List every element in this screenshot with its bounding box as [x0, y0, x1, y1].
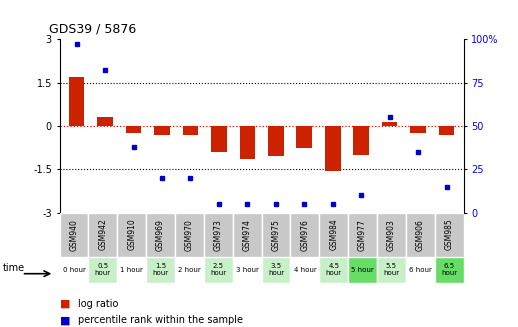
- Text: 6.5
hour: 6.5 hour: [441, 263, 457, 276]
- Text: ■: ■: [60, 299, 70, 309]
- Text: GSM973: GSM973: [214, 219, 223, 250]
- Text: 3 hour: 3 hour: [236, 267, 258, 273]
- Text: time: time: [3, 263, 25, 273]
- Bar: [353, 126, 369, 155]
- Text: 1.5
hour: 1.5 hour: [152, 263, 169, 276]
- Bar: [175, 257, 204, 283]
- Bar: [439, 126, 454, 135]
- Bar: [291, 257, 319, 283]
- Bar: [146, 257, 175, 283]
- Bar: [69, 77, 84, 126]
- Bar: [204, 213, 233, 257]
- Bar: [97, 117, 113, 126]
- Text: GSM975: GSM975: [271, 219, 281, 250]
- Text: 3.5
hour: 3.5 hour: [268, 263, 284, 276]
- Text: 5 hour: 5 hour: [351, 267, 374, 273]
- Bar: [406, 213, 435, 257]
- Bar: [117, 257, 146, 283]
- Bar: [382, 122, 397, 126]
- Text: 0 hour: 0 hour: [63, 267, 85, 273]
- Text: 1 hour: 1 hour: [120, 267, 143, 273]
- Bar: [146, 213, 175, 257]
- Text: 2.5
hour: 2.5 hour: [210, 263, 226, 276]
- Text: 6 hour: 6 hour: [409, 267, 432, 273]
- Text: GSM906: GSM906: [416, 219, 425, 250]
- Bar: [117, 213, 146, 257]
- Text: 4 hour: 4 hour: [294, 267, 316, 273]
- Bar: [319, 213, 348, 257]
- Text: 4.5
hour: 4.5 hour: [326, 263, 342, 276]
- Bar: [89, 257, 117, 283]
- Text: GSM903: GSM903: [387, 219, 396, 250]
- Bar: [435, 257, 464, 283]
- Bar: [211, 126, 227, 152]
- Text: GSM969: GSM969: [156, 219, 165, 250]
- Text: GSM985: GSM985: [444, 219, 454, 250]
- Text: GSM942: GSM942: [98, 219, 107, 250]
- Bar: [348, 213, 377, 257]
- Bar: [126, 126, 141, 133]
- Bar: [325, 126, 340, 171]
- Bar: [291, 213, 319, 257]
- Bar: [183, 126, 198, 135]
- Bar: [204, 257, 233, 283]
- Text: GSM976: GSM976: [300, 219, 309, 250]
- Bar: [435, 213, 464, 257]
- Bar: [89, 213, 117, 257]
- Text: percentile rank within the sample: percentile rank within the sample: [78, 316, 243, 325]
- Text: ■: ■: [60, 316, 70, 325]
- Bar: [319, 257, 348, 283]
- Text: 0.5
hour: 0.5 hour: [95, 263, 111, 276]
- Bar: [233, 257, 262, 283]
- Text: GSM940: GSM940: [69, 219, 79, 250]
- Text: log ratio: log ratio: [78, 299, 118, 309]
- Bar: [60, 257, 89, 283]
- Bar: [154, 126, 170, 135]
- Bar: [348, 257, 377, 283]
- Text: 2 hour: 2 hour: [178, 267, 201, 273]
- Text: GSM977: GSM977: [358, 219, 367, 250]
- Text: GSM984: GSM984: [329, 219, 338, 250]
- Bar: [377, 257, 406, 283]
- Text: GSM910: GSM910: [127, 219, 136, 250]
- Bar: [60, 213, 89, 257]
- Text: GSM974: GSM974: [242, 219, 252, 250]
- Bar: [239, 126, 255, 159]
- Bar: [406, 257, 435, 283]
- Bar: [377, 213, 406, 257]
- Bar: [268, 126, 284, 156]
- Bar: [410, 126, 426, 133]
- Bar: [262, 257, 291, 283]
- Bar: [233, 213, 262, 257]
- Text: 5.5
hour: 5.5 hour: [383, 263, 399, 276]
- Text: GDS39 / 5876: GDS39 / 5876: [49, 23, 136, 36]
- Text: GSM970: GSM970: [185, 219, 194, 250]
- Bar: [296, 126, 312, 147]
- Bar: [262, 213, 291, 257]
- Bar: [175, 213, 204, 257]
